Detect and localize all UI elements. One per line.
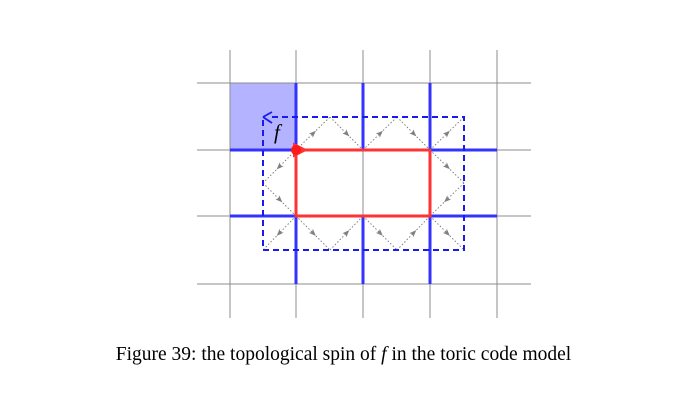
dotted-segment [362, 215, 398, 251]
blue-dashed-loop [262, 116, 465, 251]
dotted-segment [329, 116, 364, 151]
dotted-segment [262, 149, 297, 184]
dotted-diamond-paths [262, 116, 465, 251]
grey-arrowhead [442, 228, 450, 236]
dotted-segment [295, 215, 331, 251]
dotted-segment [262, 215, 297, 251]
grey-arrowhead [409, 230, 417, 238]
dotted-segment [429, 149, 465, 184]
red-dot [291, 145, 301, 155]
grey-arrowhead [444, 195, 452, 203]
grey-arrowhead [275, 195, 283, 203]
caption-symbol: f [381, 344, 387, 365]
grey-arrowhead [375, 130, 383, 138]
toric-code-diagram: f [197, 50, 531, 318]
dotted-segment [362, 116, 398, 151]
grey-arrowhead [375, 228, 383, 236]
dotted-segment [429, 182, 465, 217]
f-label: f [274, 120, 283, 144]
grey-arrowhead [442, 130, 450, 138]
grey-arrowhead [342, 230, 350, 238]
caption-suffix: in the toric code model [386, 344, 572, 365]
dotted-segment [262, 182, 297, 217]
grey-arrowhead [442, 162, 450, 170]
dotted-segment [329, 215, 364, 251]
grey-arrowhead [409, 129, 417, 137]
grey-arrowhead [276, 162, 284, 170]
dotted-segment [429, 116, 465, 151]
grey-arrowhead [308, 228, 316, 236]
grey-arrowhead [276, 228, 284, 236]
dotted-segment [396, 215, 431, 251]
blue-dashed-arrowhead [262, 111, 273, 124]
grey-arrowhead [308, 130, 316, 138]
grey-arrowhead [342, 129, 350, 137]
grey-arrowheads [275, 129, 452, 238]
caption-prefix: Figure 39: the topological spin of [115, 344, 382, 365]
figure-caption: Figure 39: the topological spin of f in … [0, 344, 687, 366]
dotted-segment [396, 116, 431, 151]
dotted-segment [429, 215, 465, 251]
